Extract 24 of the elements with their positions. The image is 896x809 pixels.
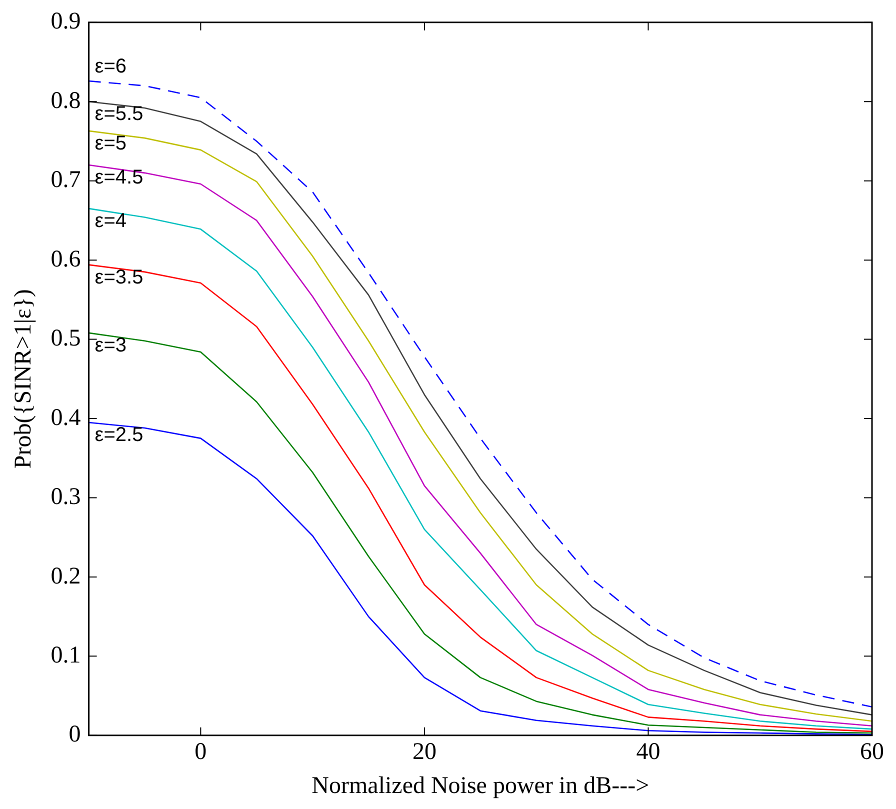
y-tick-label: 0.7 (50, 167, 81, 194)
y-tick-label: 0.2 (50, 563, 81, 590)
x-tick-label: 60 (860, 739, 884, 766)
series-label: ε=5 (94, 132, 127, 154)
series-label: ε=3 (94, 334, 127, 356)
x-tick-label: 20 (412, 739, 436, 766)
series-label: ε=4.5 (94, 166, 144, 189)
y-tick-label: 0.1 (50, 642, 81, 668)
y-tick-label: 0.9 (50, 8, 81, 35)
x-axis-title: Normalized Noise power in dB---> (312, 772, 650, 799)
y-tick-label: 0.3 (50, 484, 81, 510)
x-tick-label: 0 (194, 739, 207, 766)
y-tick-label: 0 (68, 722, 81, 748)
y-axis-title: Prob({SINR>1|ε}) (10, 289, 37, 469)
series-label: ε=6 (94, 56, 127, 78)
series-label: ε=4 (94, 210, 127, 232)
series-label: ε=2.5 (94, 424, 144, 446)
y-tick-label: 0.8 (50, 88, 81, 114)
series-label: ε=3.5 (94, 266, 144, 288)
y-tick-label: 0.6 (50, 246, 81, 272)
y-tick-label: 0.4 (50, 404, 81, 431)
y-tick-label: 0.5 (50, 326, 81, 352)
series-label: ε=5.5 (94, 103, 144, 126)
x-tick-label: 40 (636, 739, 660, 766)
